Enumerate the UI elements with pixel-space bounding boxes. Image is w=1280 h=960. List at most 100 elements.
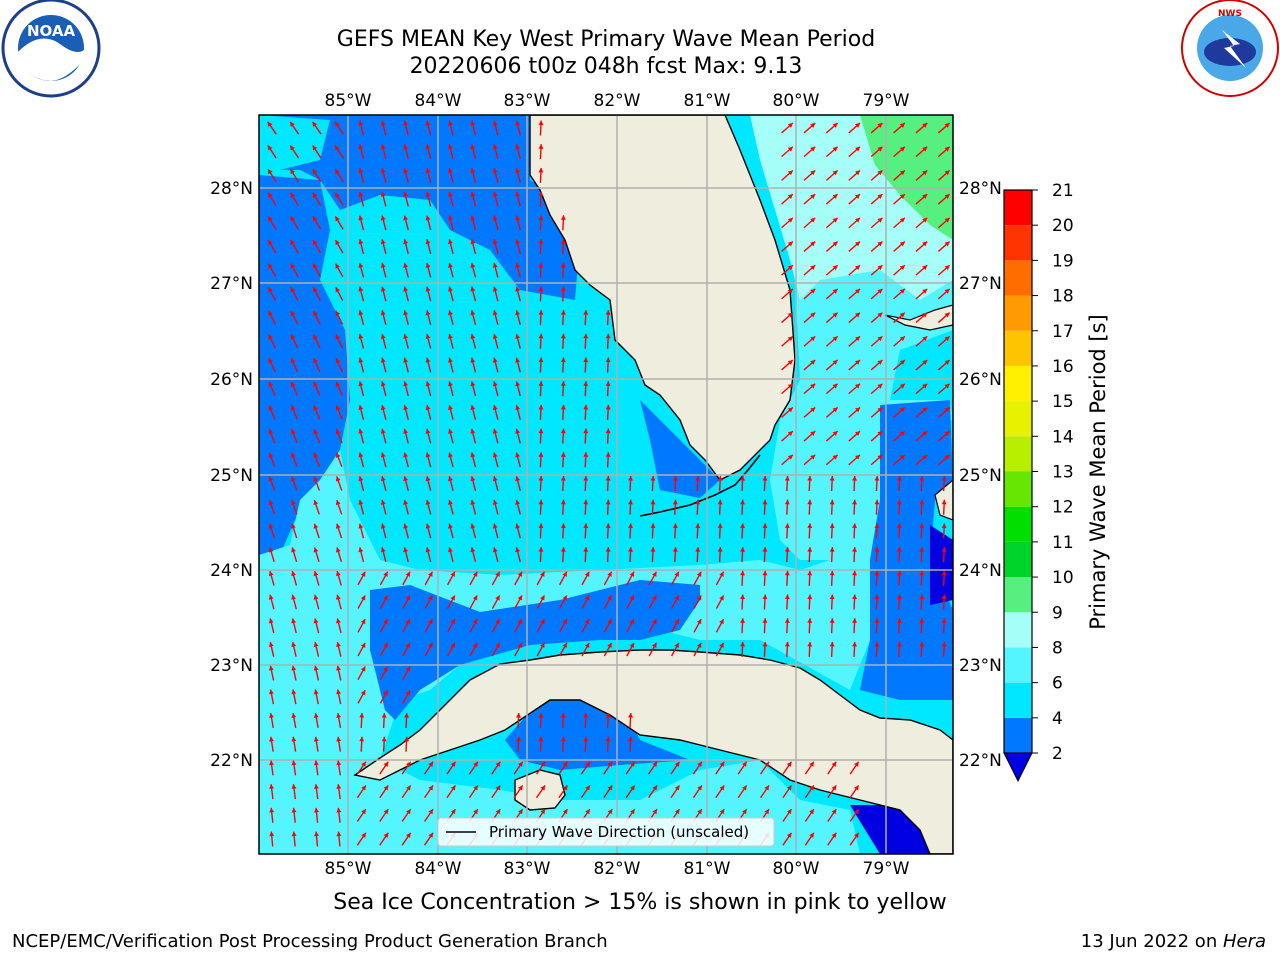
wave-arrow <box>560 523 566 539</box>
wave-arrow <box>874 570 880 586</box>
wave-arrow <box>937 359 951 371</box>
wave-arrow <box>603 595 613 609</box>
wave-arrow <box>558 571 568 586</box>
wave-arrow <box>827 785 837 799</box>
wave-arrow <box>825 146 839 158</box>
wave-arrow <box>336 807 342 823</box>
wave-arrow <box>491 642 501 657</box>
wave-arrow <box>291 476 298 491</box>
wave-arrow <box>605 499 611 515</box>
wave-arrow <box>583 499 589 515</box>
wave-arrow <box>491 761 501 775</box>
wave-arrow <box>870 241 883 252</box>
wave-arrow <box>874 547 880 563</box>
wave-arrow <box>803 264 816 276</box>
wave-arrow <box>558 595 568 609</box>
wave-arrow <box>695 475 701 492</box>
wave-arrow <box>803 193 816 205</box>
wave-arrow <box>448 191 454 207</box>
wave-arrow <box>803 288 816 300</box>
wave-arrow <box>469 618 478 633</box>
wave-arrow <box>538 523 544 539</box>
wave-arrow <box>291 641 297 657</box>
wave-arrow <box>538 404 544 420</box>
wave-arrow <box>670 571 680 586</box>
map-panel <box>259 115 953 854</box>
wave-arrow <box>468 761 479 775</box>
wave-arrow <box>492 191 499 207</box>
wave-arrow <box>870 217 883 229</box>
wave-arrow <box>581 595 590 609</box>
land-florida-keys <box>639 454 761 517</box>
wave-arrow <box>583 736 589 752</box>
lon-tick-label: 82°W <box>594 91 641 111</box>
wave-arrow <box>379 595 389 609</box>
wave-arrow <box>784 499 790 515</box>
wave-arrow <box>448 310 454 326</box>
wave-arrow <box>781 146 794 158</box>
wave-arrow <box>915 217 928 229</box>
wave-arrow <box>893 312 906 324</box>
wave-arrow <box>268 641 275 657</box>
wave-arrow <box>358 120 365 136</box>
wave-arrow <box>403 144 409 160</box>
wave-arrow <box>848 359 861 371</box>
wave-arrow <box>515 381 521 397</box>
wave-arrow <box>267 286 277 301</box>
wave-arrow <box>605 333 611 349</box>
wave-arrow <box>670 761 681 775</box>
wave-arrow <box>379 666 389 681</box>
wave-arrow <box>937 383 951 395</box>
svg-text:NWS: NWS <box>1218 9 1242 19</box>
wave-arrow <box>402 666 411 681</box>
wave-arrow <box>870 193 883 205</box>
wave-arrow <box>358 286 365 302</box>
wave-arrow <box>515 310 521 326</box>
wave-arrow <box>893 241 906 252</box>
wave-arrow <box>291 712 297 729</box>
wave-arrow <box>538 333 544 349</box>
colorbar-tick-label: 14 <box>1052 427 1074 447</box>
wave-arrow <box>893 217 906 229</box>
wave-arrow <box>538 120 544 136</box>
lon-tick-label: 79°W <box>863 91 910 111</box>
wave-arrow <box>379 571 389 586</box>
wave-arrow <box>581 571 590 586</box>
wave-arrow <box>516 736 522 752</box>
wave-arrow <box>915 335 928 347</box>
wave-arrow <box>581 618 590 633</box>
wave-arrow <box>314 807 319 823</box>
wave-arrow <box>334 239 344 254</box>
wave-arrow <box>334 145 344 159</box>
wave-arrow <box>469 642 478 657</box>
wave-arrow <box>269 736 274 752</box>
wave-arrow <box>515 404 521 420</box>
wave-arrow <box>358 144 365 160</box>
wave-arrow <box>804 832 815 846</box>
wave-arrow <box>448 428 454 444</box>
wave-arrow <box>470 547 477 563</box>
wave-arrow <box>470 144 477 160</box>
wave-arrow <box>492 215 499 231</box>
wave-arrow <box>827 761 837 775</box>
wave-arrow <box>515 333 521 349</box>
wave-arrow <box>915 241 928 252</box>
wave-arrow <box>804 761 815 775</box>
wave-arrow <box>848 241 861 252</box>
wave-arrow <box>803 383 816 395</box>
wave-arrow <box>852 547 858 563</box>
wave-arrow <box>516 712 522 729</box>
wave-arrow <box>759 761 770 775</box>
wave-arrow <box>401 832 412 846</box>
wave-arrow <box>650 475 656 492</box>
colorbar-tick-label: 20 <box>1052 216 1074 236</box>
wave-arrow <box>357 689 366 704</box>
wave-arrow <box>313 428 321 444</box>
wave-arrow <box>915 193 928 205</box>
wave-arrow <box>870 264 883 276</box>
wave-arrow <box>825 383 839 395</box>
wave-arrow <box>605 357 611 373</box>
wave-arrow <box>825 193 839 205</box>
wave-arrow <box>268 476 276 491</box>
wave-arrow <box>313 641 320 657</box>
